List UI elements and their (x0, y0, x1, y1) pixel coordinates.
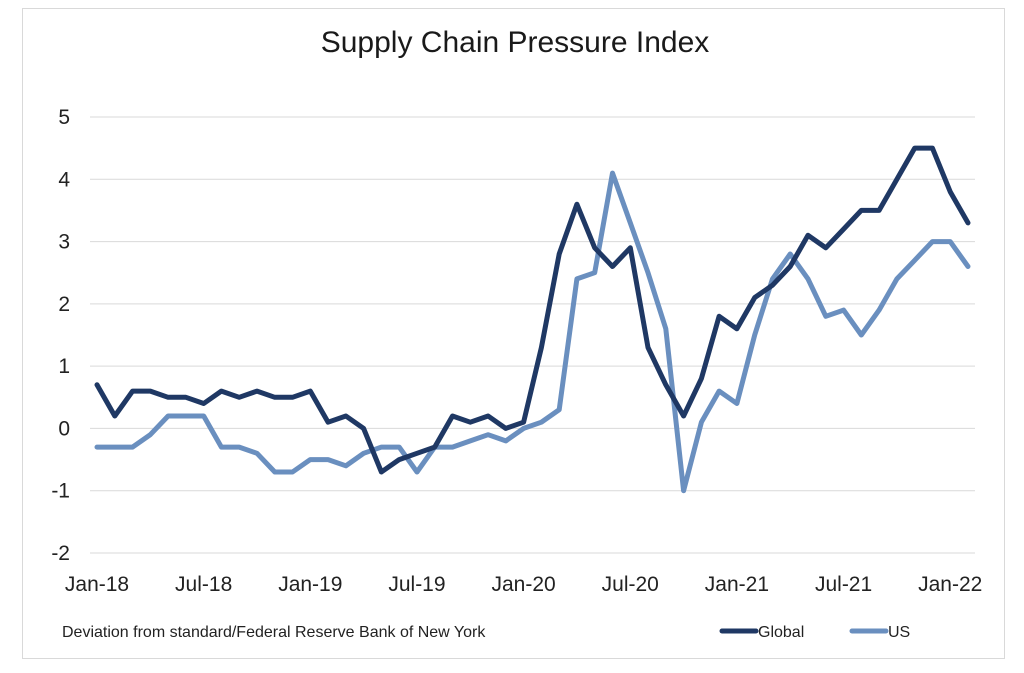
source-note: Deviation from standard/Federal Reserve … (62, 624, 486, 641)
y-tick-label: 0 (58, 417, 70, 440)
x-tick-label: Jul-19 (388, 573, 445, 596)
x-tick-label: Jan-21 (705, 573, 769, 596)
y-tick-label: -2 (51, 542, 70, 565)
y-tick-label: 2 (58, 293, 70, 316)
x-tick-label: Jan-20 (492, 573, 556, 596)
x-tick-label: Jul-18 (175, 573, 232, 596)
y-tick-label: 1 (58, 355, 70, 378)
x-tick-label: Jul-21 (815, 573, 872, 596)
series-line-us (94, 170, 971, 494)
chart-title: Supply Chain Pressure Index (321, 26, 710, 59)
x-axis-ticks: Jan-18 Jul-18 Jan-19 Jul-19 Jan-20 Jul-20 Jan-… (65, 573, 982, 596)
y-tick-label: 4 (58, 168, 70, 191)
series-lines (94, 145, 971, 494)
x-tick-label: Jan-19 (278, 573, 342, 596)
grid-lines (90, 116, 975, 554)
y-tick-label: -1 (51, 480, 70, 503)
x-tick-label: Jan-22 (918, 573, 982, 596)
legend-label-global: Global (758, 624, 804, 641)
x-tick-label: Jul-20 (602, 573, 659, 596)
y-tick-label: 5 (58, 106, 70, 129)
legend: Global US (719, 624, 910, 641)
x-tick-label: Jan-18 (65, 573, 129, 596)
series-line-global (94, 145, 971, 475)
y-axis-ticks: 5 4 3 2 1 0 -1 -2 (51, 106, 70, 565)
y-tick-label: 3 (58, 231, 70, 254)
legend-label-us: US (888, 624, 910, 641)
